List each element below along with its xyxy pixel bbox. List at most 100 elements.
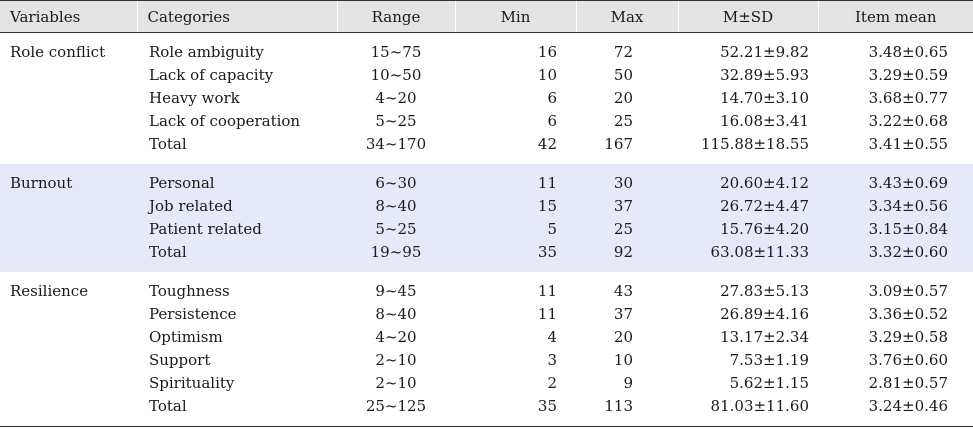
header-row: Variables Categories Range Min Max M±SD … [0, 0, 973, 33]
item-mean-cell: 3.36±0.52 [868, 305, 948, 323]
variable-cell [0, 110, 137, 133]
max-cell: 37 [613, 305, 633, 323]
range-cell: 19~95 [370, 243, 422, 261]
msd-cell: 32.89±5.93 [720, 66, 809, 84]
table-row: Total 34~170 42 167 115.88±18.55 3.41±0.55 [0, 133, 973, 156]
item-mean-cell: 3.48±0.65 [868, 43, 948, 61]
variable-cell [0, 87, 137, 110]
msd-cell: 81.03±11.60 [710, 397, 809, 415]
msd-cell: 15.76±4.20 [720, 220, 809, 238]
group-spacer [0, 418, 973, 427]
table-row: Total 25~125 35 113 81.03±11.60 3.24±0.46 [0, 395, 973, 418]
range-cell: 2~10 [375, 351, 417, 369]
range-cell: 10~50 [370, 66, 422, 84]
msd-cell: 27.83±5.13 [720, 282, 809, 300]
min-cell: 3 [547, 351, 557, 369]
item-mean-cell: 3.32±0.60 [868, 243, 948, 261]
min-cell: 10 [537, 66, 557, 84]
group-spacer [0, 156, 973, 164]
table-row: Spirituality 2~10 2 9 5.62±1.15 2.81±0.57 [0, 372, 973, 395]
min-cell: 11 [537, 174, 557, 192]
range-cell: 9~45 [375, 282, 417, 300]
spacer-cell [0, 156, 973, 164]
min-cell: 16 [537, 43, 557, 61]
item-mean-cell: 3.76±0.60 [868, 351, 948, 369]
item-mean-cell: 3.41±0.55 [868, 135, 948, 153]
category-cell: Total [149, 243, 187, 261]
category-cell: Spirituality [149, 374, 235, 392]
range-cell: 4~20 [375, 89, 417, 107]
msd-cell: 26.72±4.47 [720, 197, 809, 215]
header-max: Max [575, 0, 678, 33]
spacer-cell [0, 272, 973, 280]
category-cell: Total [149, 397, 187, 415]
variable-cell: Resilience [10, 282, 89, 300]
variable-cell [0, 64, 137, 87]
min-cell: 35 [537, 243, 557, 261]
range-cell: 4~20 [375, 328, 417, 346]
item-mean-cell: 3.24±0.46 [868, 397, 948, 415]
min-cell: 4 [547, 328, 557, 346]
msd-cell: 13.17±2.34 [720, 328, 809, 346]
group-spacer [0, 33, 973, 42]
category-cell: Optimism [149, 328, 223, 346]
category-cell: Personal [149, 174, 215, 192]
table-row: Persistence 8~40 11 37 26.89±4.16 3.36±0.52 [0, 303, 973, 326]
msd-cell: 20.60±4.12 [720, 174, 809, 192]
item-mean-cell: 3.29±0.58 [868, 328, 948, 346]
table-row: Patient related 5~25 5 25 15.76±4.20 3.15±0.8… [0, 218, 973, 241]
category-cell: Persistence [149, 305, 237, 323]
table-row: Support 2~10 3 10 7.53±1.19 3.76±0.60 [0, 349, 973, 372]
variable-cell: Burnout [10, 174, 73, 192]
variable-cell [0, 241, 137, 264]
msd-cell: 5.62±1.15 [729, 374, 809, 392]
table-row: Total 19~95 35 92 63.08±11.33 3.32±0.60 [0, 241, 973, 264]
min-cell: 6 [547, 89, 557, 107]
min-cell: 15 [537, 197, 557, 215]
table-row: Lack of capacity 10~50 10 50 32.89±5.93 3.29±… [0, 64, 973, 87]
spacer-cell [0, 164, 973, 172]
range-cell: 25~125 [365, 397, 427, 415]
table-row: Resilience Toughness 9~45 11 43 27.83±5.13 3.0… [0, 280, 973, 303]
msd-cell: 63.08±11.33 [710, 243, 809, 261]
table-row: Burnout Personal 6~30 11 30 20.60±4.12 3.43±0.… [0, 172, 973, 195]
group-1: Burnout Personal 6~30 11 30 20.60±4.12 3.43±0.… [0, 164, 973, 272]
range-cell: 34~170 [365, 135, 427, 153]
variable-cell: Role conflict [10, 43, 106, 61]
range-cell: 8~40 [375, 305, 417, 323]
min-cell: 11 [537, 282, 557, 300]
max-cell: 10 [613, 351, 633, 369]
variable-cell [0, 349, 137, 372]
item-mean-cell: 3.43±0.69 [868, 174, 948, 192]
item-mean-cell: 3.29±0.59 [868, 66, 948, 84]
group-spacer [0, 264, 973, 272]
max-cell: 113 [604, 397, 633, 415]
category-cell: Role ambiguity [149, 43, 264, 61]
min-cell: 11 [537, 305, 557, 323]
group-0: Role conflict Role ambiguity 15~75 16 72 52.2… [0, 33, 973, 165]
min-cell: 2 [547, 374, 557, 392]
msd-cell: 14.70±3.10 [720, 89, 809, 107]
msd-cell: 16.08±3.41 [720, 112, 809, 130]
category-cell: Lack of capacity [149, 66, 274, 84]
max-cell: 50 [613, 66, 633, 84]
variable-cell [0, 395, 137, 418]
category-cell: Toughness [149, 282, 230, 300]
spacer-cell [0, 418, 973, 427]
msd-cell: 7.53±1.19 [729, 351, 809, 369]
header-categories: Categories [136, 0, 337, 33]
category-cell: Patient related [149, 220, 262, 238]
header-msd: M±SD [677, 0, 818, 33]
min-cell: 42 [537, 135, 557, 153]
category-cell: Job related [149, 197, 233, 215]
category-cell: Support [149, 351, 211, 369]
group-spacer [0, 164, 973, 172]
max-cell: 20 [613, 328, 633, 346]
category-cell: Heavy work [149, 89, 240, 107]
variable-cell [0, 133, 137, 156]
item-mean-cell: 3.34±0.56 [868, 197, 948, 215]
header-item-mean: Item mean [817, 0, 973, 33]
max-cell: 167 [604, 135, 633, 153]
max-cell: 43 [613, 282, 633, 300]
table-row: Optimism 4~20 4 20 13.17±2.34 3.29±0.58 [0, 326, 973, 349]
